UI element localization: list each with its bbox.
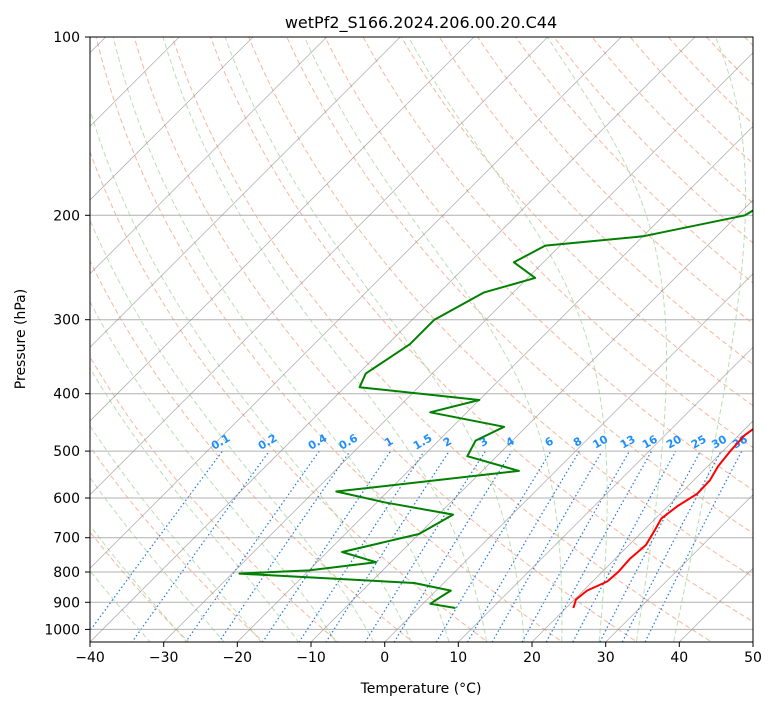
mixing-ratio-labels: 0.1 0.2 0.4 0.6 1 1.5 2 3 4 6 8 10 13 16 20 25 30 36 — [209, 431, 750, 452]
x-axis-label: Temperature (°C) — [360, 681, 482, 697]
y-tick-label: 900 — [53, 595, 80, 611]
moist-adiabat — [546, 37, 668, 642]
plot-frame — [89, 36, 754, 643]
dry-adiabat — [90, 150, 489, 642]
pressure-gridlines — [90, 37, 753, 630]
isotherm — [163, 52, 753, 642]
x-tick-label: −10 — [296, 650, 326, 666]
mixing-ratio-line — [466, 450, 580, 642]
moist-adiabat — [162, 37, 488, 642]
isotherm — [605, 494, 753, 642]
dry-adiabat — [90, 531, 190, 642]
isotherm — [90, 37, 475, 422]
y-tick-label: 600 — [53, 491, 80, 507]
dry-adiabat — [133, 37, 638, 642]
moist-adiabat — [90, 424, 262, 642]
moist-adiabat — [90, 108, 412, 642]
dry-adiabat — [324, 37, 753, 491]
isotherm — [90, 37, 401, 348]
dewpoint-profile — [238, 209, 753, 609]
mixing-ratio-line — [599, 450, 702, 642]
x-tick-label: 50 — [744, 650, 762, 666]
x-tick-label: −20 — [223, 650, 253, 666]
mixing-ratio-line — [298, 450, 425, 642]
dry-adiabat — [515, 37, 753, 284]
isotherm — [531, 420, 753, 642]
y-tick-label: 200 — [53, 208, 80, 224]
mixing-ratio-line — [435, 450, 552, 642]
moist-adiabat — [303, 37, 563, 642]
mixing-ratio-line — [90, 450, 223, 632]
isotherm — [384, 273, 753, 642]
mixing-ratio-line — [185, 450, 320, 642]
dry-adiabats — [90, 37, 753, 642]
y-axis: 100 200 300 400 500 600 700 800 900 1000 — [44, 30, 90, 638]
moist-adiabat — [673, 37, 747, 642]
plot-area: -100-90-80-70-60-50-40-30-20-10010203040… — [90, 37, 753, 642]
dry-adiabat — [95, 37, 564, 642]
temperature-profile — [572, 427, 753, 609]
x-tick-label: −30 — [149, 650, 179, 666]
x-tick-label: −40 — [75, 650, 105, 666]
moist-adiabat — [112, 37, 450, 642]
mixing-ratio-line — [491, 450, 603, 642]
x-tick-label: 20 — [523, 650, 541, 666]
isotherm — [90, 37, 622, 569]
dry-adiabat — [90, 259, 414, 642]
y-tick-label: 300 — [53, 313, 80, 329]
isotherm — [90, 37, 327, 275]
dry-adiabat — [90, 356, 340, 642]
x-tick-label: 40 — [670, 650, 688, 666]
isotherm — [237, 125, 753, 642]
moist-adiabat — [407, 37, 608, 642]
x-axis: −40 −30 −20 −10 0 10 20 30 40 50 — [75, 642, 762, 666]
isotherm — [310, 199, 753, 642]
y-tick-label: 800 — [53, 565, 80, 581]
dry-adiabat — [400, 37, 753, 407]
isotherms — [90, 37, 753, 642]
moist-adiabat — [90, 218, 375, 642]
y-tick-label: 400 — [53, 387, 80, 403]
isotherm — [90, 37, 696, 642]
data-series — [238, 209, 753, 609]
x-tick-label: 10 — [449, 650, 467, 666]
moist-adiabat — [90, 476, 225, 642]
y-tick-label: 1000 — [44, 622, 80, 638]
y-tick-label: 500 — [53, 444, 80, 460]
x-tick-label: 0 — [380, 650, 389, 666]
mixing-ratio-line — [218, 450, 351, 642]
dry-adiabat — [438, 37, 753, 366]
y-tick-label: 700 — [53, 531, 80, 547]
moist-adiabat — [90, 300, 337, 642]
x-tick-label: 30 — [597, 650, 615, 666]
isotherm — [90, 37, 254, 201]
moist-adiabat — [224, 37, 525, 642]
dry-adiabat — [286, 37, 753, 534]
mixing-ratio-line — [325, 450, 450, 642]
dry-adiabat — [171, 37, 713, 642]
dry-adiabat — [248, 37, 753, 578]
mixing-ratio-line — [393, 450, 513, 642]
isotherm — [458, 346, 753, 642]
isotherm — [90, 37, 548, 496]
y-tick-label: 100 — [53, 30, 80, 46]
chart-title: wetPf2_S166.2024.206.00.20.C44 — [285, 13, 557, 33]
mixing-ratio-line — [262, 450, 392, 642]
dry-adiabat — [209, 37, 753, 623]
y-axis-label: Pressure (hPa) — [13, 289, 29, 389]
mixing-ratio-line — [572, 450, 677, 642]
